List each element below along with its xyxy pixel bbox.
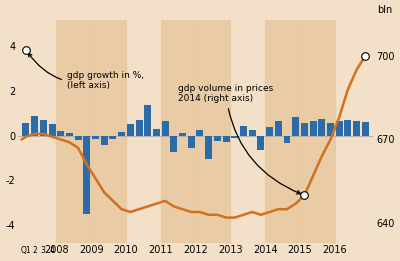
- Bar: [344, 120, 352, 135]
- Bar: [144, 105, 151, 135]
- Text: gdp growth in %,
(left axis): gdp growth in %, (left axis): [28, 53, 144, 90]
- Text: gdp volume in prices
2014 (right axis): gdp volume in prices 2014 (right axis): [178, 84, 300, 194]
- Bar: [214, 135, 221, 141]
- Bar: [223, 135, 230, 142]
- Bar: [179, 133, 186, 135]
- Text: 4: 4: [50, 246, 54, 255]
- Bar: [266, 127, 273, 135]
- Bar: [91, 20, 126, 243]
- Text: Q1: Q1: [21, 246, 31, 255]
- Bar: [284, 135, 290, 143]
- Bar: [205, 135, 212, 159]
- Bar: [101, 135, 108, 145]
- Bar: [83, 135, 90, 214]
- Bar: [22, 123, 29, 135]
- Bar: [240, 126, 247, 135]
- Bar: [170, 135, 177, 152]
- Bar: [301, 123, 308, 135]
- Bar: [161, 20, 196, 243]
- Bar: [136, 120, 142, 135]
- Bar: [249, 130, 256, 135]
- Bar: [362, 122, 369, 135]
- Bar: [353, 121, 360, 135]
- Bar: [40, 120, 47, 135]
- Bar: [318, 119, 325, 135]
- Bar: [300, 20, 335, 243]
- Bar: [258, 135, 264, 150]
- Bar: [92, 135, 99, 139]
- Bar: [275, 121, 282, 135]
- Bar: [110, 135, 116, 139]
- Bar: [66, 133, 73, 135]
- Bar: [196, 130, 204, 135]
- Bar: [188, 135, 195, 148]
- Bar: [196, 20, 230, 243]
- Bar: [31, 116, 38, 135]
- Bar: [265, 20, 300, 243]
- Bar: [127, 124, 134, 135]
- Bar: [48, 124, 56, 135]
- Bar: [75, 135, 82, 140]
- Text: 2: 2: [32, 246, 37, 255]
- Bar: [56, 20, 91, 243]
- Bar: [327, 123, 334, 135]
- Bar: [118, 132, 125, 135]
- Bar: [336, 121, 343, 135]
- Bar: [231, 135, 238, 138]
- Bar: [310, 121, 316, 135]
- Text: 3: 3: [41, 246, 46, 255]
- Bar: [153, 129, 160, 135]
- Bar: [292, 117, 299, 135]
- Bar: [162, 121, 169, 135]
- Bar: [57, 131, 64, 135]
- Text: bln: bln: [377, 5, 392, 15]
